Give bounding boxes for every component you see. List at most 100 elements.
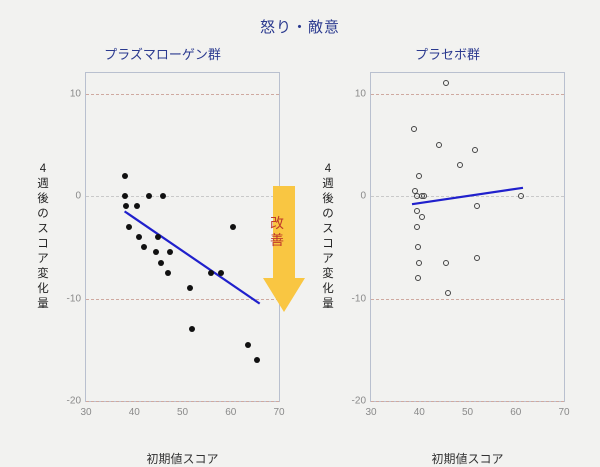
data-point <box>244 341 251 348</box>
x-tick-label: 60 <box>510 407 522 418</box>
data-point <box>415 244 422 251</box>
data-point <box>208 269 215 276</box>
x-axis-label-right: 初期値スコア <box>431 452 504 466</box>
data-point <box>121 193 128 199</box>
data-point <box>122 203 129 210</box>
data-point <box>186 285 193 292</box>
data-point <box>189 326 196 333</box>
panel-title-right: プラセボ群 <box>414 47 480 62</box>
y-tick-label: 0 <box>360 190 366 202</box>
x-tick-label: 60 <box>225 407 237 418</box>
data-point <box>133 203 140 210</box>
y-axis-label-right: 4 週後のスコア変化量 <box>315 162 341 312</box>
y-axis-label-char: の <box>322 208 334 220</box>
chart-panel-placebo: プラセボ群 4 週後のスコア変化量 10 0 -10 -20 30 40 50 60 70 初期値… <box>305 44 590 466</box>
page-title: 怒り・敵意 <box>259 19 340 36</box>
improvement-label-char: 改 <box>270 215 284 231</box>
data-point <box>157 259 164 266</box>
data-point <box>457 162 464 169</box>
gridline-y--20 <box>86 401 279 402</box>
x-tick-label: 40 <box>128 407 140 418</box>
x-tick-label: 50 <box>176 407 189 418</box>
y-axis-label-char: 週 <box>37 178 49 190</box>
y-axis-label-char: ア <box>37 253 49 265</box>
x-tick-label: 30 <box>365 407 377 418</box>
data-point <box>474 254 481 261</box>
y-axis-label-char: ス <box>37 223 49 235</box>
data-point <box>474 203 481 210</box>
x-tick-label: 70 <box>558 407 570 418</box>
panel-title-left: プラズマローゲン群 <box>104 47 221 62</box>
x-tick-label: 40 <box>413 407 425 418</box>
y-axis-label-char: 量 <box>322 298 334 310</box>
y-axis-label-char: 週 <box>322 178 334 190</box>
data-point <box>230 223 237 230</box>
data-point <box>254 357 261 363</box>
y-axis-label-char: の <box>37 208 49 220</box>
data-point <box>121 172 128 179</box>
y-axis-label-char: 化 <box>37 283 49 295</box>
data-point <box>413 208 420 215</box>
data-point <box>160 193 167 199</box>
data-point <box>126 223 133 230</box>
x-axis-label-right-wrap: 初期値スコア <box>370 96 565 466</box>
y-axis-label-char: 後 <box>322 193 334 205</box>
data-point <box>445 290 452 297</box>
y-tick-label: 0 <box>75 190 81 202</box>
y-axis-label-char: コ <box>37 238 49 250</box>
y-tick-label: 10 <box>69 88 81 99</box>
x-axis-label-left: 初期値スコア <box>146 452 219 466</box>
x-tick-label: 70 <box>273 407 285 418</box>
y-axis-label-char: 後 <box>37 193 49 205</box>
y-axis-label-char: 4 <box>39 163 47 175</box>
x-tick-label: 50 <box>461 407 474 418</box>
y-axis-label-char: 変 <box>37 268 49 280</box>
scatter-plot-placebo: 4 週後のスコア変化量 10 0 -10 -20 30 40 50 60 70 <box>322 72 570 418</box>
data-point <box>411 126 418 133</box>
x-tick-label: 30 <box>80 407 92 418</box>
data-point <box>165 269 172 276</box>
y-tick-label: -10 <box>66 293 81 304</box>
gridline-y--20 <box>371 401 564 402</box>
data-point <box>517 193 524 199</box>
gridline-y-10 <box>86 93 279 95</box>
y-tick-label: -20 <box>351 395 366 407</box>
y-axis-label-char: 量 <box>37 298 49 310</box>
y-tick-label: -20 <box>66 395 81 407</box>
data-point <box>471 146 478 153</box>
data-point <box>442 80 449 87</box>
data-point <box>415 275 422 281</box>
y-axis-label-char: 4 <box>324 163 332 175</box>
regression-line <box>411 186 524 206</box>
data-point <box>413 223 420 230</box>
data-point <box>155 234 162 240</box>
x-axis-label-left-wrap: 初期値スコア <box>85 96 280 466</box>
y-axis-label-left: 4 週後のスコア変化量 <box>30 162 56 312</box>
data-point <box>140 244 147 251</box>
improvement-arrow-icon <box>263 186 305 312</box>
data-point <box>167 249 174 256</box>
gridline-y--10 <box>86 298 279 300</box>
data-point <box>442 259 449 266</box>
data-point <box>416 259 423 266</box>
data-point <box>416 172 423 179</box>
data-point <box>218 269 225 276</box>
data-point <box>421 193 428 199</box>
y-axis-label-char: コ <box>322 238 334 250</box>
gridline-y-0 <box>86 196 279 197</box>
data-point <box>435 141 442 148</box>
gridline-y-10 <box>371 93 564 95</box>
y-tick-label: 10 <box>354 88 366 99</box>
data-point <box>418 213 425 220</box>
data-point <box>136 234 143 240</box>
y-tick-label: -10 <box>351 293 366 304</box>
y-axis-label-char: ス <box>322 223 334 235</box>
y-axis-label-char: 変 <box>322 268 334 280</box>
gridline-y--10 <box>371 298 564 300</box>
regression-line <box>123 210 261 305</box>
data-point <box>145 193 152 199</box>
y-axis-label-char: ア <box>322 253 334 265</box>
data-point <box>152 249 159 256</box>
y-axis-label-char: 化 <box>322 283 334 295</box>
improvement-arrow-label: 改善 <box>268 215 286 249</box>
